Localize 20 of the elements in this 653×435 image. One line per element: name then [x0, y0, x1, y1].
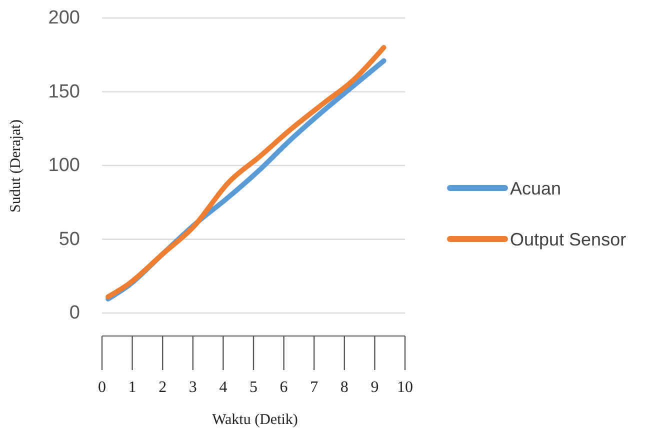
x-tick-label: 7	[310, 379, 318, 396]
y-tick-label: 0	[69, 302, 80, 324]
x-tick-label: 2	[158, 379, 167, 396]
y-tick-label: 100	[48, 155, 80, 176]
x-tick-label: 3	[188, 379, 197, 396]
y-axis-title: Sudut (Derajat)	[8, 120, 24, 212]
x-tick-label: 1	[128, 379, 136, 396]
x-tick-label: 6	[280, 379, 288, 396]
x-tick-label: 5	[250, 379, 258, 396]
x-axis-title: Waktu (Detik)	[212, 412, 298, 428]
x-tick-label: 10	[397, 379, 413, 396]
legend-label: Output Sensor	[510, 229, 626, 250]
y-tick-label: 50	[58, 228, 80, 250]
x-tick-label: 8	[340, 379, 348, 396]
y-tick-label: 150	[48, 81, 80, 102]
y-tick-label: 200	[48, 8, 80, 28]
x-tick-label: 0	[98, 379, 106, 396]
x-tick-label: 9	[370, 379, 379, 396]
legend-label: Acuan	[510, 178, 562, 198]
x-tick-label: 4	[219, 379, 228, 396]
